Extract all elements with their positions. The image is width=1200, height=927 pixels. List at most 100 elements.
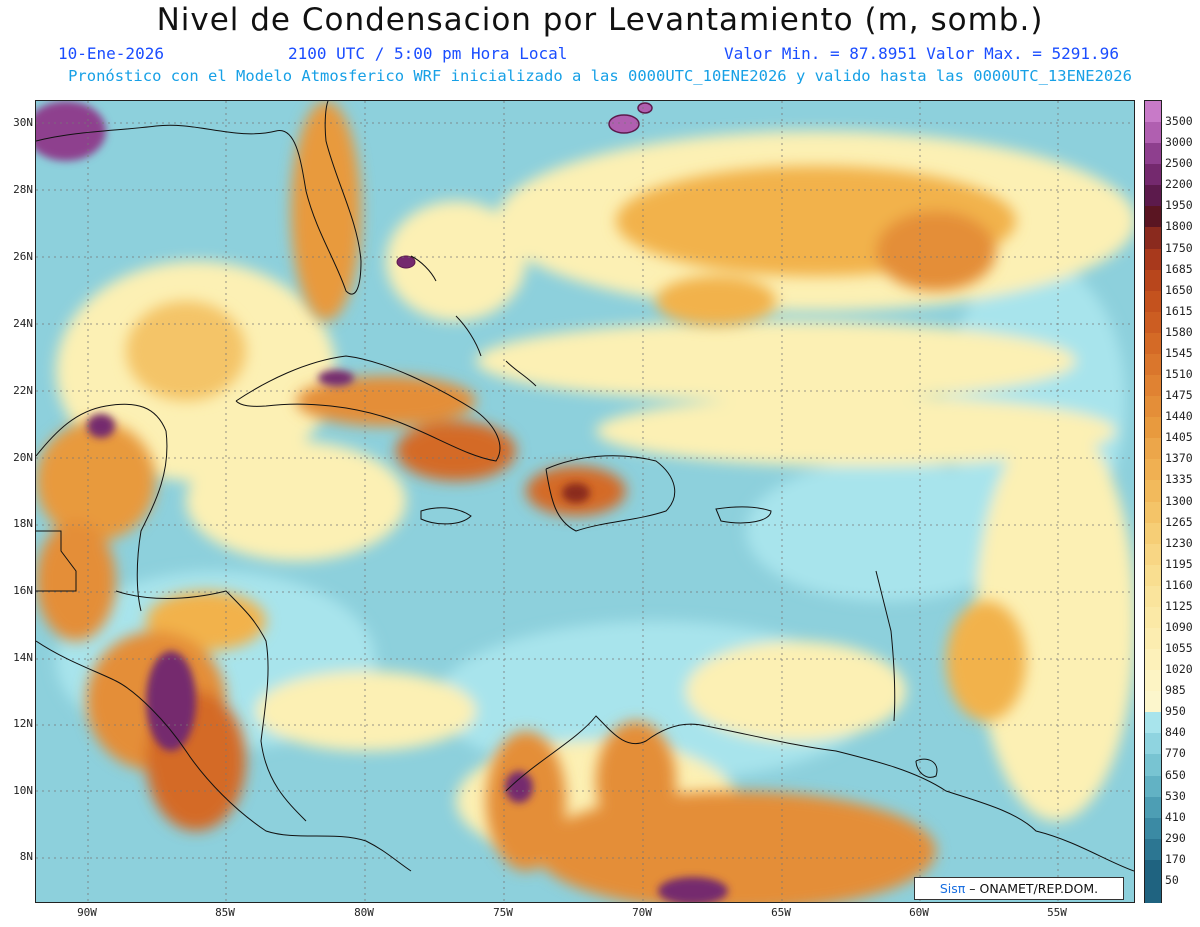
colorbar-tick-label: 1020 (1165, 662, 1193, 677)
colorbar-tick-label: 1510 (1165, 367, 1193, 382)
colorbar-segment (1145, 691, 1161, 713)
colorbar-segment (1145, 712, 1161, 734)
colorbar-tick-label: 1475 (1165, 388, 1193, 403)
colorbar-tick-label: 1160 (1165, 577, 1193, 592)
colorbar-tick-label: 1370 (1165, 451, 1193, 466)
colorbar-segment (1145, 522, 1161, 545)
colorbar-tick-label: 1300 (1165, 493, 1193, 508)
colorbar-segment (1145, 185, 1161, 207)
colorbar-segment (1145, 206, 1161, 229)
colorbar-segment (1145, 880, 1161, 903)
lcl-field-orange (36, 101, 1026, 902)
colorbar-segment (1145, 459, 1161, 481)
colorbar-segment (1145, 543, 1161, 566)
lcl-field-peaks (36, 101, 728, 902)
lat-label: 8N (19, 850, 33, 863)
colorbar-tick-label: 1335 (1165, 472, 1193, 487)
forecast-date: 10-Ene-2026 (58, 44, 164, 63)
colorbar-tick-label: 650 (1165, 767, 1186, 782)
value-range: Valor Min. = 87.8951 Valor Max. = 5291.9… (724, 44, 1119, 63)
colorbar-segment (1145, 101, 1161, 123)
lat-label: 14N (13, 651, 33, 664)
colorbar-segment (1145, 733, 1161, 756)
lon-label: 60W (909, 906, 929, 919)
lon-label: 65W (771, 906, 791, 919)
colorbar-tick-label: 3000 (1165, 135, 1193, 150)
colorbar-tick-label: 3500 (1165, 114, 1193, 129)
colorbar-tick-label: 2500 (1165, 156, 1193, 171)
colorbar-tick-label: 1195 (1165, 556, 1193, 571)
peak-marker (608, 114, 640, 134)
peak-marker (637, 102, 653, 114)
model-description: Pronóstico con el Modelo Atmosferico WRF… (68, 67, 1132, 85)
colorbar-tick-label: 1650 (1165, 282, 1193, 297)
colorbar-segment (1145, 122, 1161, 144)
lon-label: 70W (632, 906, 652, 919)
colorbar-segment (1145, 375, 1161, 397)
lat-label: 24N (13, 317, 33, 330)
colorbar-segment (1145, 796, 1161, 819)
colorbar-tick-label: 530 (1165, 788, 1186, 803)
colorbar-segment (1145, 438, 1161, 460)
colorbar-tick-label: 770 (1165, 746, 1186, 761)
colorbar-segment (1145, 564, 1161, 587)
colorbar-tick-label: 1800 (1165, 219, 1193, 234)
colorbar-segment (1145, 143, 1161, 165)
lon-label: 75W (493, 906, 513, 919)
colorbar-tick-label: 1685 (1165, 261, 1193, 276)
lon-label: 85W (215, 906, 235, 919)
colorbar-segment (1145, 269, 1161, 292)
lon-label: 90W (77, 906, 97, 919)
map-plot (35, 100, 1135, 903)
lat-label: 30N (13, 116, 33, 129)
colorbar-segment (1145, 248, 1161, 271)
colorbar-tick-label: 1580 (1165, 324, 1193, 339)
peak-marker (396, 255, 416, 269)
colorbar-tick-label: 1405 (1165, 430, 1193, 445)
colorbar (1144, 100, 1162, 903)
colorbar-tick-label: 170 (1165, 851, 1186, 866)
colorbar-segment (1145, 353, 1161, 376)
colorbar-segment (1145, 817, 1161, 840)
sispi-logo: Sisπ (939, 881, 966, 896)
colorbar-tick-label: 1615 (1165, 303, 1193, 318)
colorbar-segment (1145, 480, 1161, 503)
colorbar-tick-label: 410 (1165, 809, 1186, 824)
colorbar-tick-label: 1055 (1165, 641, 1193, 656)
map-title: Nivel de Condensacion por Levantamiento … (156, 2, 1044, 38)
colorbar-tick-label: 2200 (1165, 177, 1193, 192)
colorbar-tick-label: 1090 (1165, 619, 1193, 634)
lat-label: 22N (13, 384, 33, 397)
lat-label: 26N (13, 250, 33, 263)
colorbar-segment (1145, 227, 1161, 250)
map-graphic (36, 101, 1134, 902)
lat-label: 20N (13, 451, 33, 464)
colorbar-tick-label: 950 (1165, 704, 1186, 719)
graticule (36, 101, 1134, 902)
colorbar-segment (1145, 585, 1161, 608)
colorbar-segment (1145, 649, 1161, 671)
colorbar-segment (1145, 164, 1161, 186)
coastlines (36, 101, 1134, 872)
colorbar-tick-label: 985 (1165, 683, 1186, 698)
colorbar-tick-label: 1440 (1165, 409, 1193, 424)
colorbar-tick-label: 1750 (1165, 240, 1193, 255)
colorbar-segment (1145, 396, 1161, 418)
colorbar-tick-label: 50 (1165, 872, 1179, 887)
colorbar-tick-label: 1125 (1165, 598, 1193, 613)
colorbar-segment (1145, 627, 1161, 650)
colorbar-tick-label: 1950 (1165, 198, 1193, 213)
colorbar-tick-label: 290 (1165, 830, 1186, 845)
lat-label: 28N (13, 183, 33, 196)
lat-label: 10N (13, 784, 33, 797)
lon-label: 80W (354, 906, 374, 919)
forecast-time: 2100 UTC / 5:00 pm Hora Local (288, 44, 568, 63)
colorbar-segment (1145, 290, 1161, 313)
colorbar-segment (1145, 859, 1161, 882)
colorbar-segment (1145, 332, 1161, 355)
colorbar-segment (1145, 606, 1161, 629)
lat-label: 12N (13, 717, 33, 730)
lon-label: 55W (1047, 906, 1067, 919)
credit-box: Sisπ – ONAMET/REP.DOM. (914, 877, 1124, 900)
colorbar-segment (1145, 311, 1161, 334)
